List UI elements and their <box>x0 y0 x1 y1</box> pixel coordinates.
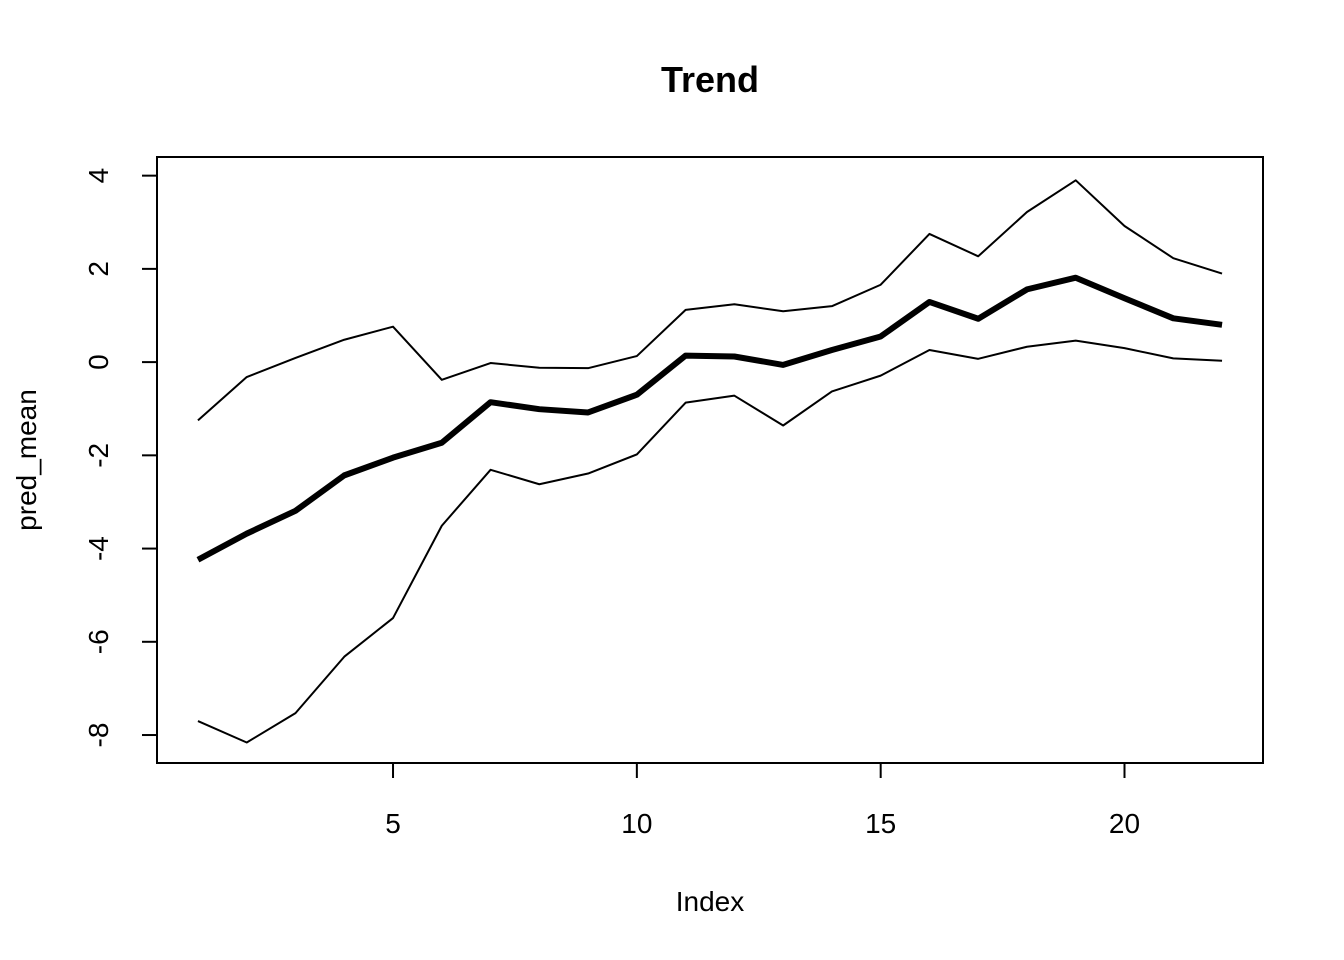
y-axis: -8 -6 -4 -2 0 2 4 <box>83 168 158 748</box>
series-line-lower <box>197 339 1223 744</box>
y-tick-label: 0 <box>83 354 114 370</box>
y-axis-label: pred_mean <box>11 389 42 531</box>
x-tick-label: 20 <box>1109 808 1140 839</box>
x-axis-label: Index <box>676 886 745 917</box>
y-tick-label: -4 <box>83 536 114 561</box>
x-tick-label: 15 <box>865 808 896 839</box>
chart-title: Trend <box>661 59 759 100</box>
series-line-mean <box>196 274 1223 563</box>
y-tick-label: -8 <box>83 723 114 748</box>
series-line-upper <box>197 179 1223 422</box>
x-tick-label: 10 <box>621 808 652 839</box>
y-tick-label: -2 <box>83 443 114 468</box>
plot-frame <box>156 156 1264 764</box>
x-axis: 5 10 15 20 <box>385 762 1140 839</box>
series-layer <box>196 179 1223 744</box>
y-tick-label: -6 <box>83 629 114 654</box>
y-tick-label: 2 <box>83 261 114 277</box>
x-tick-label: 5 <box>385 808 401 839</box>
y-tick-label: 4 <box>83 168 114 184</box>
